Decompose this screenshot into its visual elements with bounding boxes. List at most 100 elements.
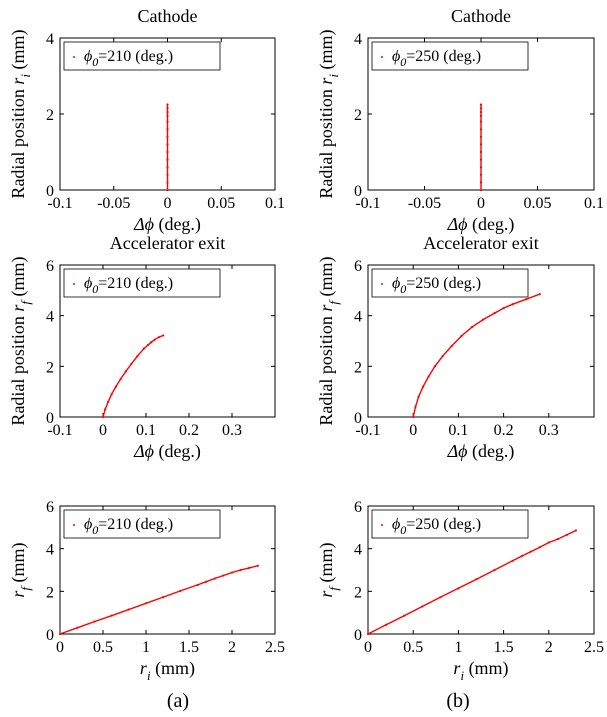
y-tick-label: 6 — [354, 258, 362, 275]
x-tick-label: 0.1 — [265, 195, 285, 212]
x-tick-label: 0 — [409, 422, 417, 439]
y-tick-label: 0 — [354, 410, 362, 427]
chart-title: Cathode — [451, 6, 511, 26]
y-tick-label: 0 — [46, 183, 54, 200]
chart-panel-a3: 0 0.5 1 1.5 2 2.5 0 2 4 6 ri (mm) rf (mm) ϕ0=210 (de… — [8, 499, 285, 683]
y-tick-label: 4 — [354, 309, 362, 326]
x-tick-label: -0.1 — [47, 422, 72, 439]
y-tick-label: 4 — [354, 542, 362, 559]
x-tick-label: 1.5 — [179, 639, 199, 656]
y-axis-label: rf (mm) — [8, 542, 33, 597]
y-tick-label: 2 — [46, 359, 54, 376]
x-tick-label: 2.5 — [584, 639, 604, 656]
legend-box — [371, 268, 529, 298]
series-trace — [102, 334, 164, 418]
chart-title: Accelerator exit — [110, 233, 225, 253]
x-axis-label: ri (mm) — [140, 658, 195, 683]
y-tick-label: 6 — [354, 499, 362, 516]
x-axis-label: ri (mm) — [453, 658, 508, 683]
x-tick-label: 1 — [142, 639, 150, 656]
x-tick-label: 0 — [364, 639, 372, 656]
x-tick-label: 0.5 — [403, 639, 423, 656]
x-tick-label: 0.1 — [448, 422, 468, 439]
y-tick-label: 6 — [46, 258, 54, 275]
x-tick-label: 1.5 — [494, 639, 514, 656]
x-tick-label: 2 — [545, 639, 553, 656]
x-tick-label: -0.05 — [97, 195, 130, 212]
y-axis-label: Radial position rf (mm) — [316, 256, 341, 425]
x-tick-label: -0.1 — [47, 195, 72, 212]
legend-marker — [73, 524, 75, 526]
x-tick-label: -0.1 — [355, 422, 380, 439]
y-tick-label: 2 — [46, 107, 54, 124]
x-tick-label: 0.05 — [524, 195, 552, 212]
series-trace — [412, 293, 541, 418]
y-axis-label: Radial position ri (mm) — [316, 29, 341, 198]
y-tick-label: 4 — [46, 31, 54, 48]
y-tick-label: 0 — [46, 410, 54, 427]
legend-box — [371, 41, 529, 71]
plot-frame — [367, 505, 595, 635]
y-tick-label: 6 — [46, 499, 54, 516]
chart-panel-b1: Cathode -0.1 -0.05 0 0.05 0.1 0 2 4 Δϕ (deg.) Radi… — [316, 6, 604, 235]
plot-frame — [59, 505, 276, 635]
chart-panel-b3: 0 0.5 1 1.5 2 2.5 0 2 4 6 ri (mm) rf (mm) ϕ0=250 (de… — [316, 499, 604, 683]
chart-title: Cathode — [138, 6, 198, 26]
caption-b: (b) — [446, 690, 469, 712]
legend-label: ϕ0=250 (deg.) — [392, 275, 481, 296]
y-tick-label: 2 — [354, 107, 362, 124]
x-tick-label: 0 — [164, 195, 172, 212]
x-tick-label: 0.1 — [136, 422, 156, 439]
x-tick-label: -0.05 — [408, 195, 441, 212]
x-tick-label: 0.2 — [179, 422, 199, 439]
legend-marker — [381, 283, 383, 285]
legend-label: ϕ0=210 (deg.) — [84, 516, 173, 537]
x-tick-label: 0 — [56, 639, 64, 656]
legend-box — [371, 509, 529, 539]
chart-title: Accelerator exit — [423, 233, 538, 253]
x-axis-label: Δϕ (deg.) — [447, 214, 515, 235]
legend-box — [63, 509, 221, 539]
legend-marker — [381, 56, 383, 58]
y-tick-label: 0 — [354, 183, 362, 200]
y-axis-label: Radial position ri (mm) — [8, 29, 33, 198]
x-tick-label: 2.5 — [265, 639, 285, 656]
x-tick-label: 0.2 — [494, 422, 514, 439]
series-trace — [59, 565, 258, 635]
x-tick-label: 0.1 — [584, 195, 604, 212]
series-trace — [367, 529, 577, 635]
x-axis-label: Δϕ (deg.) — [133, 214, 201, 235]
y-axis-label: rf (mm) — [316, 542, 341, 597]
legend-marker — [73, 56, 75, 58]
x-tick-label: -0.1 — [355, 195, 380, 212]
x-axis-label: Δϕ (deg.) — [133, 441, 201, 462]
chart-panel-a1: Cathode -0.1 -0.05 0 0.05 0.1 0 2 4 Δϕ (deg.) Radi… — [8, 6, 285, 235]
legend-marker — [73, 283, 75, 285]
y-tick-label: 2 — [354, 584, 362, 601]
x-tick-label: 0.3 — [222, 422, 242, 439]
plot-frame — [59, 264, 276, 418]
y-tick-label: 2 — [354, 359, 362, 376]
legend-label: ϕ0=250 (deg.) — [392, 48, 481, 69]
x-axis-label: Δϕ (deg.) — [447, 441, 515, 462]
legend-label: ϕ0=210 (deg.) — [84, 48, 173, 69]
x-tick-label: 0.3 — [539, 422, 559, 439]
y-axis-label: Radial position rf (mm) — [8, 256, 33, 425]
y-tick-label: 0 — [46, 627, 54, 644]
y-tick-label: 4 — [46, 309, 54, 326]
legend-box — [63, 41, 221, 71]
plot-frame — [367, 264, 595, 418]
legend-label: ϕ0=210 (deg.) — [84, 275, 173, 296]
panels-layer: Cathode -0.1 -0.05 0 0.05 0.1 0 2 4 Δϕ (deg.) Radi… — [8, 6, 604, 683]
caption-a: (a) — [167, 690, 189, 712]
y-tick-label: 2 — [46, 584, 54, 601]
x-tick-label: 1 — [454, 639, 462, 656]
x-tick-label: 0.05 — [207, 195, 235, 212]
y-tick-label: 0 — [354, 627, 362, 644]
x-tick-label: 2 — [228, 639, 236, 656]
x-tick-label: 0 — [477, 195, 485, 212]
x-tick-label: 0.5 — [93, 639, 113, 656]
